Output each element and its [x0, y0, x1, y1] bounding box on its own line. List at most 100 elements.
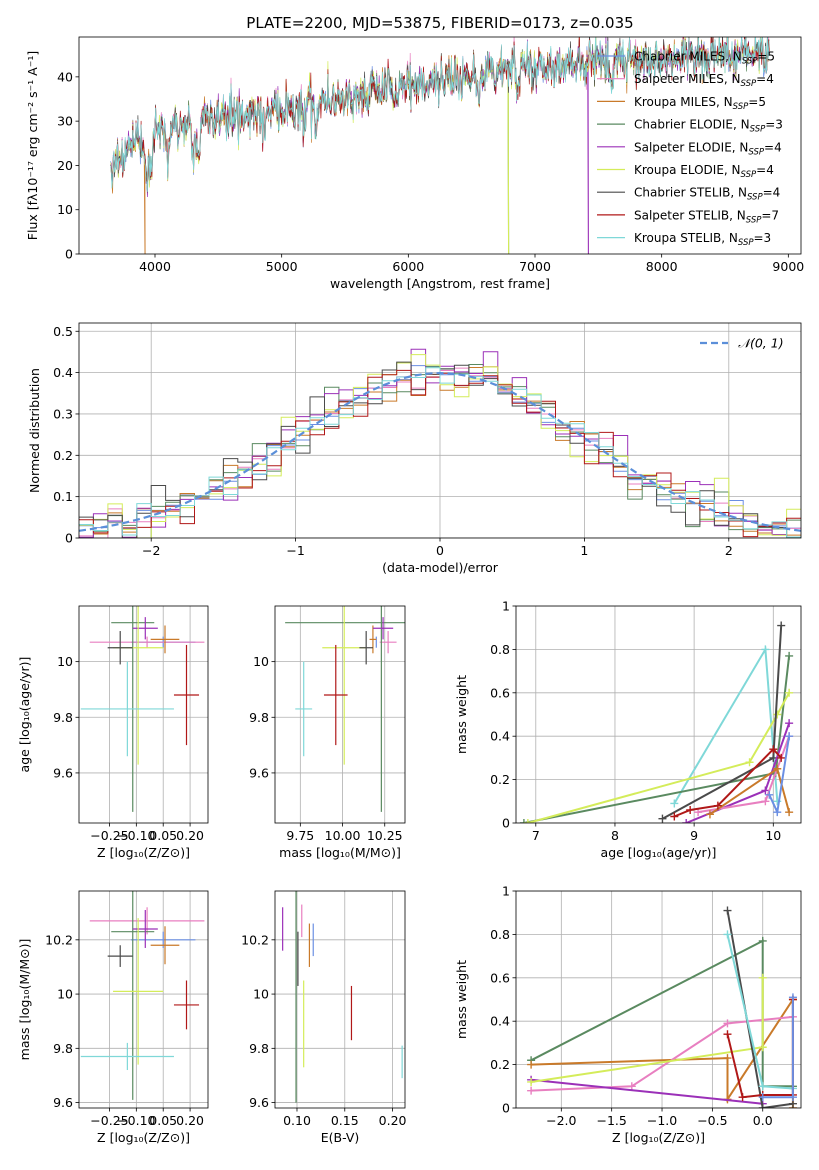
x-axis-label: Z [log₁₀(Z/Z⊙)] — [612, 1130, 705, 1145]
x-tick-label: 10.25 — [367, 828, 403, 843]
weight-marker-kroupa-elodie — [785, 688, 794, 697]
y-tick-label: 40 — [57, 69, 73, 84]
axes-frame — [78, 890, 209, 1109]
weight-line-salpeter-elodie — [530, 1078, 763, 1105]
grid — [516, 606, 801, 823]
weight-marker-chabrier-stelib — [658, 814, 667, 823]
x-tick-label: 7 — [532, 828, 540, 843]
data-layer — [285, 606, 405, 812]
x-tick-label: 2 — [725, 543, 733, 558]
x-tick-label: −1.5 — [596, 1113, 626, 1128]
y-tick-label: 30 — [57, 114, 73, 129]
weight-marker-salpeter-miles — [723, 1019, 732, 1028]
legend-label-kroupa-miles: Kroupa MILES, NSSP=5 — [634, 95, 766, 112]
x-axis-label: E(B-V) — [321, 1130, 360, 1145]
y-axis-label: mass weight — [454, 960, 469, 1039]
weight-marker-kroupa-elodie — [758, 1043, 767, 1052]
y-tick-label: 10 — [253, 654, 269, 669]
residual-histogram-panel: −2 −1 0 1 2 0 0.1 0.2 0.3 0.4 0.5 (data-model)/erro… — [27, 322, 802, 575]
weight-marker-chabrier-elodie — [785, 651, 794, 660]
weight-line-chabrier-miles — [762, 997, 794, 1099]
data-layer — [527, 906, 797, 1108]
x-tick-label: 0.0 — [753, 1113, 773, 1128]
weight-marker-chabrier-miles — [765, 790, 774, 799]
weight-marker-salpeter-miles — [627, 1082, 636, 1091]
y-tick-label: 9.8 — [53, 710, 73, 725]
x-tick-label: −0.5 — [697, 1113, 727, 1128]
weight-marker-kroupa-miles — [723, 1054, 732, 1063]
legend-label-chabrier-miles: Chabrier MILES, NSSP=5 — [634, 50, 775, 67]
legend-label-chabrier-stelib: Chabrier STELIB, NSSP=4 — [634, 186, 780, 203]
y-tick-label: 10 — [57, 654, 73, 669]
x-tick-label: 4000 — [139, 259, 171, 274]
weight-marker-kroupa-elodie — [527, 1077, 536, 1086]
weight-line-kroupa-elodie — [527, 692, 790, 823]
weight-marker-kroupa-miles — [773, 764, 782, 773]
x-tick-label: 0.05 — [149, 1113, 177, 1128]
weight-marker-kroupa-elodie — [745, 758, 754, 767]
y-axis-label: age [log₁₀(age/yr)] — [17, 657, 32, 773]
grid — [275, 606, 405, 823]
x-axis-label: mass [log₁₀(M/M⊙)] — [279, 845, 401, 860]
y-tick-label: 0.1 — [53, 489, 73, 504]
weight-marker-chabrier-miles — [773, 808, 782, 817]
plot-area — [79, 891, 208, 1108]
axes-frame — [515, 890, 802, 1109]
x-tick-label: 8000 — [646, 259, 678, 274]
weight-marker-chabrier-stelib — [777, 621, 786, 630]
x-axis-label: Z [log₁₀(Z/Z⊙)] — [97, 845, 190, 860]
grid — [275, 891, 405, 1108]
weight-marker-salpeter-elodie — [761, 786, 770, 795]
y-tick-label: 0.4 — [490, 1014, 510, 1029]
y-tick-label: 10 — [57, 202, 73, 217]
y-tick-label: 0.2 — [490, 1057, 510, 1072]
data-layer — [110, 37, 770, 254]
x-tick-label: 1 — [580, 543, 588, 558]
weight-marker-kroupa-elodie — [758, 973, 767, 982]
age-vs-metallicity-panel: −0.25−0.100.05 0.20 9.6 9.8 10 Z [log₁₀(Z/Z⊙)… — [17, 605, 209, 860]
weight-marker-chabrier-stelib — [723, 906, 732, 915]
weight-marker-kroupa-elodie — [773, 710, 782, 719]
axes-frame — [274, 890, 406, 1109]
x-tick-label: −2 — [142, 543, 160, 558]
y-tick-label: 9.8 — [53, 1041, 73, 1056]
y-tick-label: 20 — [57, 158, 73, 173]
y-tick-label: 0.2 — [490, 772, 510, 787]
x-tick-label: 8 — [611, 828, 619, 843]
y-tick-label: 1 — [502, 599, 510, 614]
y-tick-label: 9.6 — [53, 1095, 73, 1110]
weight-marker-kroupa-miles — [527, 1060, 536, 1069]
weight-marker-salpeter-stelib — [723, 1030, 732, 1039]
weight-marker-salpeter-miles — [761, 797, 770, 806]
legend-label-chabrier-elodie: Chabrier ELODIE, NSSP=3 — [634, 118, 783, 135]
x-tick-label: 7000 — [519, 259, 551, 274]
mass-vs-extinction-panel: 0.10 0.15 0.20 9.6 9.8 10 10.2 E(B-V) — [241, 890, 407, 1145]
data-layer — [80, 606, 205, 812]
normal-reference-curve — [79, 371, 801, 532]
y-axis-label: Normed distribution — [27, 368, 42, 493]
histogram-kroupa-stelib — [79, 367, 801, 538]
y-tick-label: 9.8 — [249, 1041, 269, 1056]
weight-marker-salpeter-elodie — [785, 719, 794, 728]
axes-frame — [274, 605, 406, 824]
y-tick-label: 0.4 — [53, 365, 73, 380]
x-tick-label: −1 — [286, 543, 304, 558]
data-layer — [282, 891, 403, 1103]
weight-line-salpeter-miles — [531, 1015, 793, 1092]
x-axis-label: wavelength [Angstrom, rest frame] — [330, 276, 550, 291]
y-tick-label: 0 — [502, 1101, 510, 1116]
x-tick-label: 0.15 — [331, 1113, 359, 1128]
data-layer — [79, 348, 801, 538]
weight-marker-kroupa-miles — [785, 808, 794, 817]
x-tick-label: 9.75 — [286, 828, 314, 843]
legend-label-kroupa-stelib: Kroupa STELIB, NSSP=3 — [634, 231, 771, 248]
y-tick-label: 9.8 — [249, 710, 269, 725]
spectrum-legend: Chabrier MILES, NSSP=5 Salpeter MILES, NS… — [597, 50, 783, 248]
x-axis-label: (data-model)/error — [382, 560, 499, 575]
x-tick-label: 10 — [765, 828, 781, 843]
y-tick-label: 1 — [502, 884, 510, 899]
weight-marker-salpeter-stelib — [713, 801, 722, 810]
weight-line-chabrier-stelib — [726, 910, 794, 1108]
age-vs-mass-panel: 9.75 10.00 10.25 9.6 9.8 10 mass [log₁₀(M/M⊙)] — [249, 605, 406, 860]
